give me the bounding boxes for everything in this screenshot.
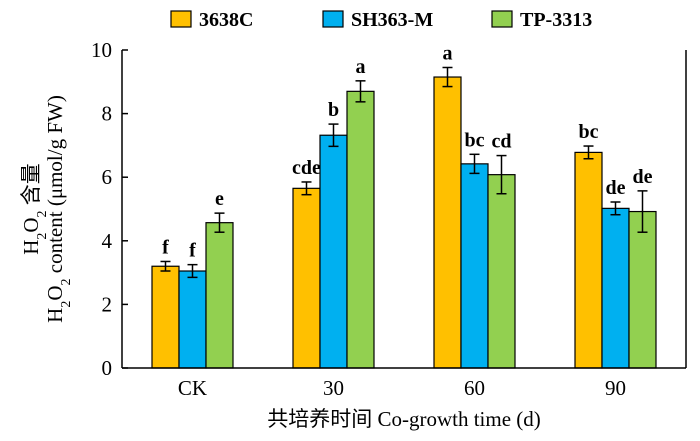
x-tick-label: 30 [323,376,344,400]
y-tick-label: 0 [102,356,113,380]
significance-label: a [356,56,366,78]
bar [319,134,348,369]
bar [574,151,603,369]
y-tick-label: 8 [102,102,113,126]
y-ticks-group: 0 2 4 6 8 10 [91,38,128,380]
significance-label: f [189,240,196,262]
significance-label: e [215,188,224,210]
x-axis-title: 共培养时间 Co-growth time (d) [267,407,541,431]
legend: 3638C SH363-M TP-3313 [170,9,592,31]
significance-label: bc [465,129,485,151]
bar [205,222,234,369]
legend-swatch [170,10,192,28]
legend-label: 3638C [199,9,253,31]
bar [487,174,516,369]
x-ticks-group: CK 30 60 90 [178,376,626,400]
error-bars-group [160,66,648,279]
significance-label: cd [492,131,512,153]
bar [601,207,630,369]
x-tick-label: 90 [605,376,626,400]
legend-label: SH363-M [351,9,433,31]
bar [151,265,180,369]
bar [433,76,462,369]
legend-label: TP-3313 [520,9,592,31]
bar [178,270,207,369]
y-tick-label: 10 [91,38,112,62]
bar [346,90,375,369]
y-axis-title-line1: H2O2 含量 [19,163,50,255]
significance-label: b [328,99,339,121]
y-tick-label: 4 [102,229,113,253]
significance-label: de [633,166,653,188]
x-tick-label: 60 [464,376,485,400]
bar [292,187,321,369]
y-axis-title-line2: H2O2 content (μmol/g FW) [43,95,74,323]
legend-swatch [491,10,513,28]
significance-label: cde [292,157,321,179]
significance-label: a [443,42,453,64]
x-tick-label: CK [178,376,207,400]
significance-label: f [162,236,169,258]
significance-label: bc [579,121,599,143]
significance-label: de [606,177,626,199]
bars-group [151,76,657,369]
legend-swatch [322,10,344,28]
bar [460,163,489,369]
bar [628,210,657,369]
y-tick-label: 6 [102,165,113,189]
y-tick-label: 2 [102,292,113,316]
